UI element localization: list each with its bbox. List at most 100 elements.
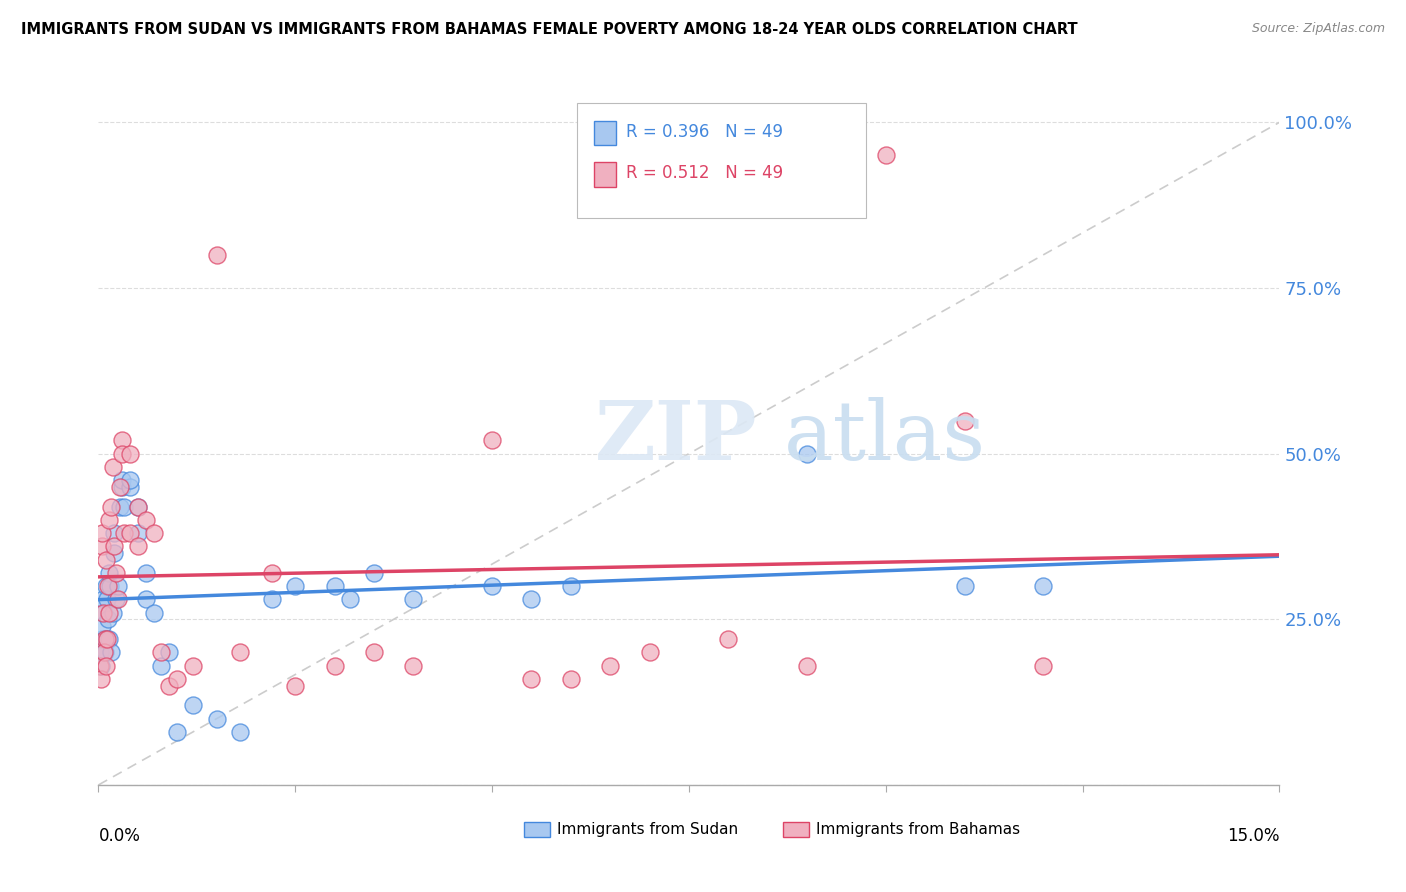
Point bbox=[135, 513, 157, 527]
Point bbox=[91, 526, 114, 541]
Point bbox=[181, 698, 204, 713]
Bar bbox=[783, 822, 810, 837]
Point bbox=[98, 579, 121, 593]
FancyBboxPatch shape bbox=[576, 103, 866, 218]
Point bbox=[91, 606, 114, 620]
Point bbox=[260, 566, 283, 580]
Point bbox=[111, 480, 134, 494]
Point bbox=[111, 434, 134, 448]
Text: Source: ZipAtlas.com: Source: ZipAtlas.com bbox=[1251, 22, 1385, 36]
Point bbox=[481, 434, 503, 448]
Point bbox=[98, 606, 121, 620]
Bar bbox=[523, 822, 550, 837]
Point bbox=[101, 459, 124, 474]
Text: atlas: atlas bbox=[783, 397, 986, 477]
Point bbox=[103, 526, 125, 541]
Point bbox=[97, 566, 120, 580]
Point bbox=[111, 473, 134, 487]
Point bbox=[520, 672, 543, 686]
Point bbox=[205, 712, 228, 726]
Point bbox=[363, 566, 385, 580]
Point bbox=[110, 500, 132, 514]
Text: 15.0%: 15.0% bbox=[1227, 827, 1279, 845]
Point bbox=[181, 658, 204, 673]
Point bbox=[97, 579, 120, 593]
Point bbox=[127, 526, 149, 541]
Text: Immigrants from Bahamas: Immigrants from Bahamas bbox=[817, 822, 1021, 837]
Point bbox=[97, 513, 120, 527]
Point bbox=[110, 480, 132, 494]
Point bbox=[323, 658, 346, 673]
Point bbox=[90, 672, 112, 686]
Point bbox=[104, 592, 127, 607]
Point bbox=[103, 540, 125, 554]
Point bbox=[100, 500, 122, 514]
Point bbox=[118, 480, 141, 494]
Point bbox=[323, 579, 346, 593]
Point bbox=[142, 526, 165, 541]
Point bbox=[118, 473, 141, 487]
Point bbox=[953, 413, 976, 427]
Point bbox=[96, 592, 118, 607]
Point bbox=[260, 592, 283, 607]
Point bbox=[363, 645, 385, 659]
Point bbox=[127, 500, 149, 514]
Point bbox=[402, 592, 425, 607]
Point bbox=[796, 658, 818, 673]
Point bbox=[284, 679, 307, 693]
Text: 0.0%: 0.0% bbox=[98, 827, 141, 845]
Point bbox=[135, 566, 157, 580]
Text: R = 0.512   N = 49: R = 0.512 N = 49 bbox=[626, 164, 783, 182]
Point bbox=[135, 592, 157, 607]
Point bbox=[96, 632, 118, 647]
Point bbox=[875, 148, 897, 162]
Point bbox=[118, 526, 141, 541]
Point bbox=[1032, 658, 1054, 673]
Point bbox=[103, 546, 125, 560]
Text: IMMIGRANTS FROM SUDAN VS IMMIGRANTS FROM BAHAMAS FEMALE POVERTY AMONG 18-24 YEAR: IMMIGRANTS FROM SUDAN VS IMMIGRANTS FROM… bbox=[21, 22, 1078, 37]
Point bbox=[638, 645, 661, 659]
Text: Immigrants from Sudan: Immigrants from Sudan bbox=[557, 822, 738, 837]
Point bbox=[96, 632, 118, 647]
Point bbox=[150, 658, 173, 673]
Point bbox=[166, 725, 188, 739]
Point bbox=[166, 672, 188, 686]
Point bbox=[101, 606, 124, 620]
Point bbox=[127, 540, 149, 554]
Point bbox=[111, 447, 134, 461]
Point bbox=[94, 579, 117, 593]
Point bbox=[481, 579, 503, 593]
Point bbox=[93, 645, 115, 659]
Point bbox=[560, 672, 582, 686]
Point bbox=[599, 658, 621, 673]
Point bbox=[953, 579, 976, 593]
Point bbox=[93, 606, 115, 620]
Point bbox=[93, 645, 115, 659]
Point bbox=[93, 632, 115, 647]
Bar bbox=[595, 162, 616, 186]
Point bbox=[339, 592, 361, 607]
Point bbox=[796, 447, 818, 461]
Point bbox=[90, 632, 112, 647]
Point bbox=[402, 658, 425, 673]
Point bbox=[107, 592, 129, 607]
Point bbox=[112, 500, 135, 514]
Point bbox=[560, 579, 582, 593]
Point bbox=[100, 645, 122, 659]
Point bbox=[520, 592, 543, 607]
Point bbox=[97, 612, 120, 626]
Point bbox=[118, 447, 141, 461]
Point bbox=[157, 645, 180, 659]
Point bbox=[112, 526, 135, 541]
Point bbox=[89, 658, 111, 673]
Point bbox=[91, 592, 114, 607]
Point bbox=[205, 248, 228, 262]
Text: ZIP: ZIP bbox=[595, 397, 756, 477]
Text: R = 0.396   N = 49: R = 0.396 N = 49 bbox=[626, 122, 783, 141]
Point bbox=[150, 645, 173, 659]
Point bbox=[94, 658, 117, 673]
Point bbox=[284, 579, 307, 593]
Point bbox=[142, 606, 165, 620]
Point bbox=[90, 540, 112, 554]
Point bbox=[104, 566, 127, 580]
